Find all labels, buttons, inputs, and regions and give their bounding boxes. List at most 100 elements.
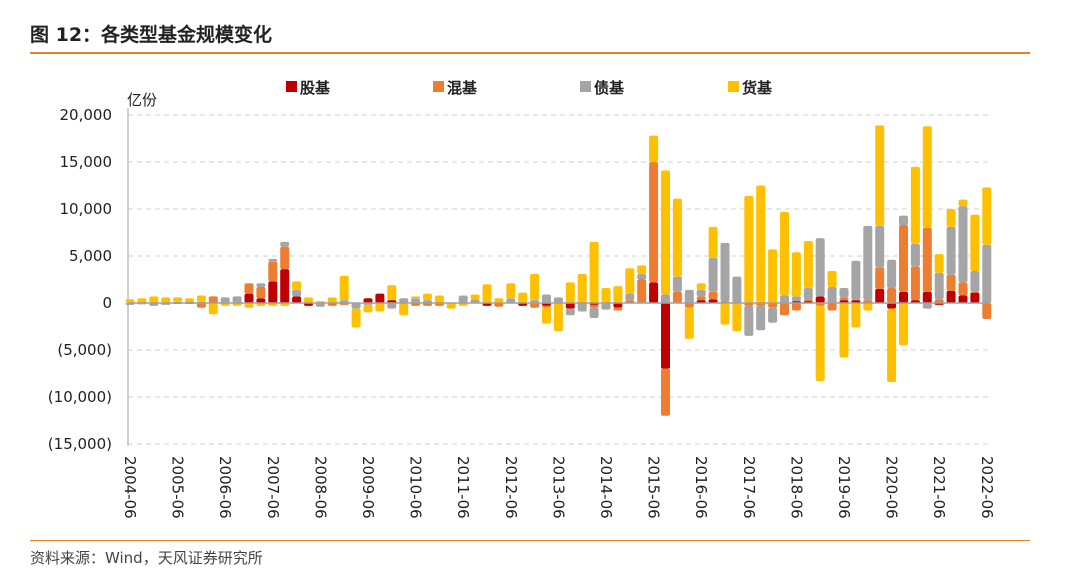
bar-货基 [589, 241, 599, 303]
bar-股基 [946, 290, 956, 303]
bar-债基 [970, 271, 980, 292]
y-tick-label: (5,000) [57, 341, 112, 359]
bar-货基 [732, 303, 742, 332]
bar-债基 [280, 241, 290, 247]
bar-货基 [720, 303, 730, 325]
bar-货基 [518, 292, 528, 303]
bar-货基 [780, 211, 789, 296]
bar-货基 [375, 303, 385, 312]
bar-货基 [803, 240, 813, 288]
bar-混基 [839, 297, 849, 301]
bar-债基 [220, 297, 230, 303]
bar-股基 [363, 298, 373, 303]
bar-货基 [577, 273, 587, 303]
bar-货基 [351, 308, 361, 328]
y-tick-label: 0 [102, 294, 112, 312]
title-divider [30, 52, 1030, 54]
bar-货基 [946, 209, 956, 227]
legend-label: 货基 [742, 79, 773, 97]
bar-股基 [244, 293, 254, 303]
bar-债基 [601, 303, 611, 310]
bar-债基 [589, 307, 599, 319]
bar-债基 [625, 293, 635, 301]
bar-股基 [649, 282, 659, 303]
bar-混基 [256, 287, 266, 299]
bar-债基 [982, 244, 992, 303]
x-tick-label: 2017-06 [740, 456, 758, 519]
bar-货基 [815, 305, 825, 382]
x-tick-label: 2004-06 [121, 456, 139, 519]
bar-股基 [565, 303, 575, 309]
y-tick-label: 20,000 [60, 106, 113, 124]
y-tick-label: (10,000) [48, 388, 112, 406]
x-tick-label: 2005-06 [169, 456, 187, 519]
bar-货基 [672, 198, 682, 277]
bar-货基 [446, 303, 456, 309]
bar-货基 [149, 296, 159, 303]
x-tick-label: 2022-06 [978, 456, 996, 519]
legend-swatch [433, 81, 444, 92]
bar-债基 [863, 225, 873, 301]
bar-股基 [958, 295, 968, 303]
bar-债基 [958, 206, 968, 283]
legend-label: 股基 [300, 79, 331, 97]
bar-股基 [708, 299, 718, 303]
x-tick-label: 2015-06 [645, 456, 663, 519]
bar-债基 [720, 242, 730, 302]
bar-混基 [982, 303, 992, 319]
y-tick-label: 10,000 [60, 200, 113, 218]
bar-混基 [208, 296, 218, 303]
bar-混基 [494, 303, 504, 307]
bar-债基 [458, 295, 468, 303]
bar-股基 [875, 288, 885, 303]
bar-货基 [173, 297, 183, 303]
bar-货基 [470, 294, 480, 300]
bar-货基 [601, 287, 611, 303]
bar-债基 [803, 287, 813, 300]
bar-货基 [565, 282, 575, 303]
bar-货基 [982, 187, 992, 245]
source-divider [30, 540, 1030, 541]
source-note: 资料来源：Wind，天风证券研究所 [30, 549, 263, 567]
bar-混基 [803, 299, 813, 302]
bar-债基 [768, 307, 778, 323]
bar-债基 [791, 296, 801, 302]
bar-债基 [815, 238, 825, 297]
bar-债基 [411, 298, 421, 303]
bar-混基 [851, 299, 861, 301]
bar-债基 [934, 272, 944, 300]
bar-混基 [791, 303, 801, 311]
bar-混基 [196, 303, 206, 308]
bar-货基 [958, 199, 968, 207]
bar-货基 [922, 126, 932, 228]
bar-货基 [899, 303, 908, 346]
bar-货基 [768, 249, 778, 303]
bar-货基 [399, 303, 409, 316]
bar-债基 [292, 289, 302, 297]
bar-货基 [292, 281, 302, 290]
bar-货基 [434, 295, 444, 303]
x-tick-label: 2016-06 [692, 456, 710, 519]
bar-债基 [887, 259, 897, 288]
bar-货基 [482, 284, 492, 303]
bar-混基 [637, 279, 647, 303]
bar-债基 [946, 226, 956, 275]
bar-债基 [315, 303, 325, 307]
legend-label: 债基 [594, 79, 625, 97]
bar-股基 [970, 292, 980, 303]
bar-债基 [661, 294, 670, 303]
legend-swatch [286, 81, 297, 92]
bar-货基 [411, 296, 421, 299]
bar-混基 [649, 162, 659, 283]
bar-债基 [839, 287, 849, 298]
bar-货基 [161, 297, 171, 303]
bar-债基 [910, 243, 920, 267]
x-tick-label: 2014-06 [597, 456, 615, 519]
bar-货基 [637, 265, 647, 274]
bar-货基 [208, 303, 218, 315]
bar-债基 [565, 308, 575, 316]
bar-债基 [899, 215, 908, 225]
bar-货基 [649, 135, 659, 162]
bar-股基 [280, 269, 290, 303]
bar-债基 [232, 296, 242, 303]
